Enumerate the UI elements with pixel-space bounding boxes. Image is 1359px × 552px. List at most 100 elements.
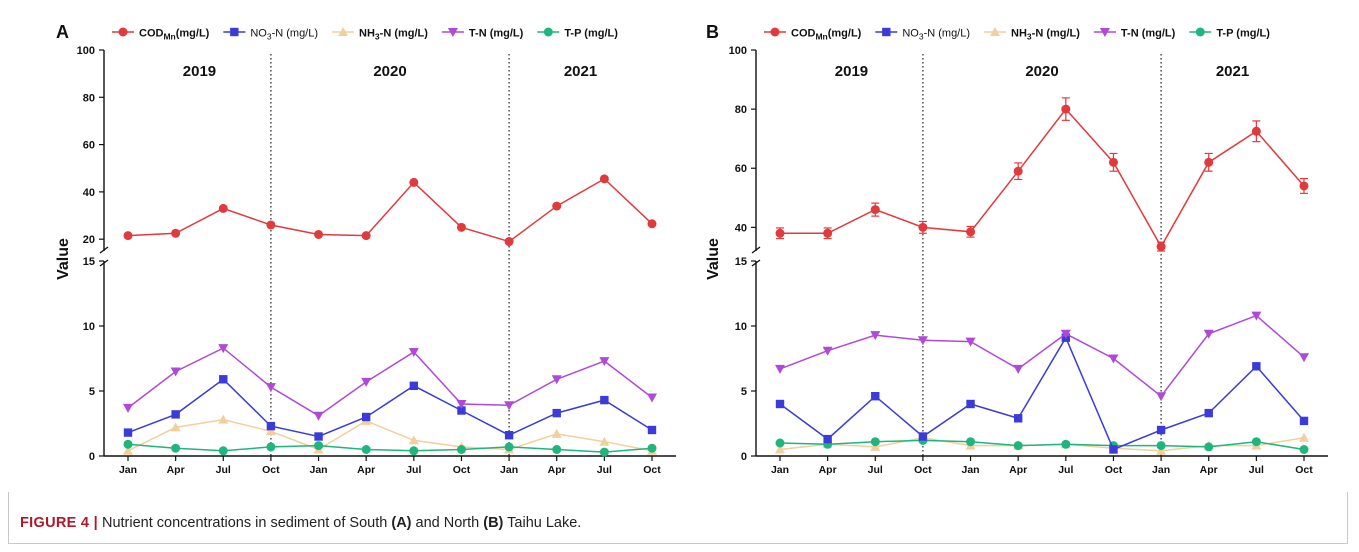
y-tick-label: 80 <box>83 92 95 104</box>
data-point <box>265 426 276 436</box>
legend-item-nh3: NH3-N (mg/L) <box>332 27 428 42</box>
data-point <box>457 406 466 415</box>
axis-break-mark <box>751 246 761 254</box>
x-tick-label: Jul <box>597 464 612 476</box>
data-point <box>1251 311 1262 321</box>
data-point <box>1061 104 1071 114</box>
series-line <box>127 443 653 453</box>
data-point <box>1060 329 1071 339</box>
data-point <box>823 228 833 238</box>
x-tick-label: Jan <box>119 464 137 476</box>
series-line <box>127 347 653 417</box>
data-point <box>218 344 229 354</box>
data-point <box>171 443 181 453</box>
series-nh3 <box>775 432 1309 455</box>
data-point <box>870 441 881 451</box>
x-tick-label: Apr <box>1009 464 1027 476</box>
data-point <box>504 401 515 411</box>
legend-item-cod: CODMn(mg/L) <box>112 27 210 42</box>
data-point <box>823 434 832 444</box>
data-point <box>171 228 181 238</box>
y-tick-label: 5 <box>89 386 95 398</box>
legend-item-tp: T-P (mg/L) <box>1189 27 1270 40</box>
data-point <box>551 428 562 438</box>
data-point <box>965 337 976 347</box>
y-tick-label: 0 <box>89 451 95 463</box>
chart-panel-b: B CODMn(mg/L) NO3-N (mg/L) NH3-N (mg/L) T-N … <box>705 22 1328 476</box>
data-point <box>966 399 975 409</box>
caption-label: FIGURE 4 | <box>20 515 98 531</box>
series-no3 <box>123 375 657 441</box>
data-point <box>552 408 561 418</box>
x-tick-label: Apr <box>548 464 566 476</box>
data-point <box>599 357 610 367</box>
x-tick-label: Jul <box>406 464 421 476</box>
data-point <box>647 443 657 453</box>
y-tick-label: 40 <box>735 222 747 234</box>
data-point <box>552 445 562 454</box>
legend-label: T-N (mg/L) <box>469 28 524 40</box>
legend-item-tp: T-P (mg/L) <box>537 27 618 40</box>
legend-item-tn: T-N (mg/L) <box>1093 28 1176 40</box>
x-tick-label: Apr <box>167 464 185 476</box>
x-tick-label: Oct <box>643 464 661 476</box>
year-label: 2021 <box>564 63 597 80</box>
data-point <box>123 231 133 241</box>
data-point <box>456 222 466 232</box>
series-tp <box>123 439 657 457</box>
data-point <box>408 435 419 445</box>
x-tick-label: Jul <box>1058 464 1073 476</box>
x-tick-label: Jul <box>1249 464 1264 476</box>
data-point <box>1013 364 1024 374</box>
y-tick-label: 60 <box>735 163 747 175</box>
data-point <box>552 201 562 211</box>
data-point <box>170 422 181 432</box>
data-point <box>1251 126 1261 136</box>
data-point <box>1156 392 1167 402</box>
legend-item-cod: CODMn(mg/L) <box>764 27 862 42</box>
y-tick-label: 0 <box>741 451 747 463</box>
axis-break-mark <box>99 259 109 267</box>
axis-break-mark <box>99 246 109 254</box>
data-point <box>822 346 833 356</box>
data-point <box>409 177 419 187</box>
data-point <box>1013 441 1023 451</box>
legend-marker <box>543 27 553 37</box>
legend-label: CODMn(mg/L) <box>791 28 862 42</box>
data-point <box>314 441 324 451</box>
data-point <box>123 403 133 413</box>
data-point <box>917 336 928 346</box>
data-point <box>775 228 785 238</box>
series-cod <box>123 174 657 247</box>
data-point <box>1204 408 1213 418</box>
x-tick-label: Apr <box>357 464 375 476</box>
legend-marker <box>1195 27 1205 37</box>
legend-item-no3: NO3-N (mg/L) <box>223 28 318 42</box>
legend-marker <box>990 27 1001 36</box>
data-point <box>1299 432 1309 442</box>
x-tick-label: Oct <box>914 464 932 476</box>
data-point <box>1299 181 1309 191</box>
data-point <box>1061 439 1071 449</box>
data-point <box>123 439 133 449</box>
data-point <box>456 445 466 454</box>
data-point <box>870 205 880 215</box>
x-tick-label: Jan <box>771 464 789 476</box>
y-tick-label: 10 <box>83 321 95 333</box>
caption-text-2: and North <box>411 515 484 531</box>
data-point <box>600 395 609 405</box>
data-point <box>314 432 323 441</box>
caption-panel-b: (B) <box>483 515 504 531</box>
x-tick-label: Oct <box>262 464 280 476</box>
data-point <box>1251 437 1261 447</box>
data-point <box>871 392 880 401</box>
figure-charts: A CODMn(mg/L) NO3-N (mg/L) NH3-N (mg/L) T-N … <box>55 22 1328 476</box>
data-point <box>1108 157 1118 167</box>
caption-panel-a: (A) <box>391 515 412 531</box>
data-point <box>218 203 228 213</box>
data-point <box>1108 354 1119 364</box>
caption-frame <box>8 492 1348 544</box>
series-line <box>127 418 653 452</box>
series-nh3 <box>123 414 657 455</box>
series-tn <box>123 344 657 421</box>
